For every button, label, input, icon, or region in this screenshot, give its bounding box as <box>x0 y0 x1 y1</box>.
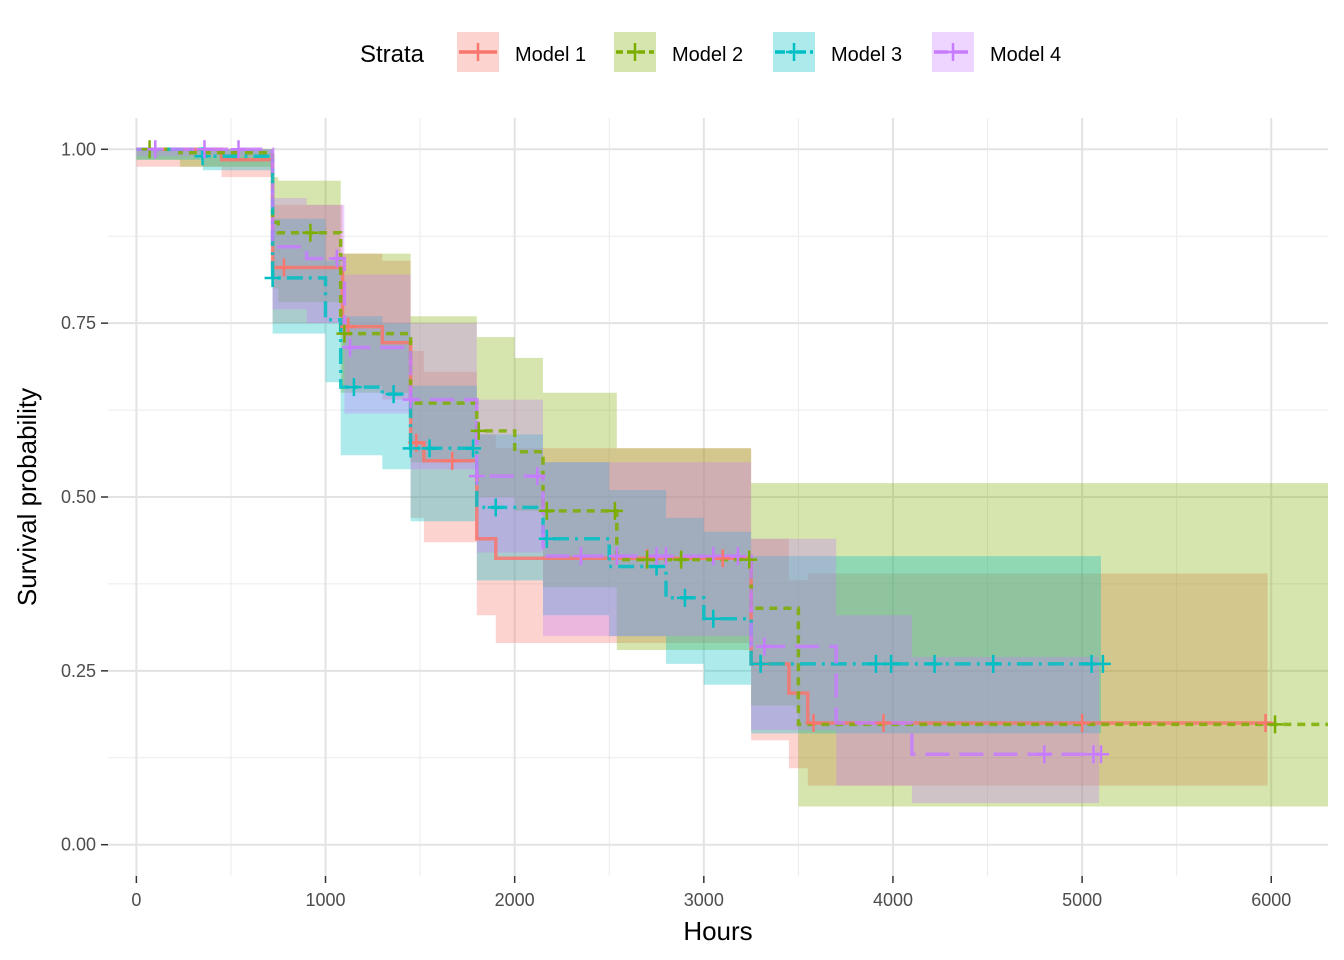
axes: 0 1000 2000 3000 4000 5000 6000 0.00 0.25 0.50 0.7… <box>61 139 1291 910</box>
censor-mark <box>741 550 758 569</box>
censor-mark <box>465 439 482 458</box>
censor-mark <box>1267 715 1284 734</box>
x-tick-label: 0 <box>131 890 141 910</box>
legend-label: Model 4 <box>990 44 1061 66</box>
censor-mark <box>342 338 359 357</box>
censor-mark <box>275 258 292 277</box>
x-tick-label: 5000 <box>1062 890 1102 910</box>
ci-band-model-2 <box>136 149 1328 807</box>
censor-mark <box>639 550 656 569</box>
censor-mark <box>1257 714 1274 733</box>
censor-mark <box>1036 745 1053 764</box>
legend-key-mark <box>786 43 802 61</box>
censor-mark <box>752 654 769 673</box>
censor-mark <box>385 385 402 404</box>
censor-mark <box>926 654 943 673</box>
censor-mark <box>468 467 485 486</box>
censor-mark <box>673 550 690 569</box>
censor-mark <box>196 140 213 159</box>
censor-mark <box>336 324 353 343</box>
censor-mark <box>1094 654 1111 673</box>
censor-mark <box>572 547 589 566</box>
censor-mark <box>805 714 822 733</box>
censor-mark <box>538 529 555 548</box>
x-axis-title: Hours <box>683 916 752 946</box>
censor-mark <box>470 421 487 440</box>
ci-band-model-1 <box>136 149 1268 786</box>
curve-model-4 <box>136 147 1101 757</box>
censor-mark <box>1093 745 1110 764</box>
censor-mark <box>402 439 419 458</box>
censor-mark <box>676 588 693 607</box>
censor-mark <box>529 467 546 486</box>
censor-mark <box>302 223 319 242</box>
censor-mark <box>264 268 281 287</box>
y-tick-label: 1.00 <box>61 139 96 159</box>
censor-mark <box>402 390 419 409</box>
censor-mark <box>883 654 900 673</box>
ci-band-model-4 <box>136 149 1100 804</box>
curve-model-1 <box>136 147 1272 725</box>
legend-label: Model 2 <box>672 44 743 66</box>
y-tick-label: 0.50 <box>61 487 96 507</box>
legend: Strata Model 1 Model 2 Model 3 Model 4 <box>360 32 1061 72</box>
censor-mark <box>714 549 731 568</box>
censor-mark <box>1074 714 1091 733</box>
x-tick-label: 2000 <box>495 890 535 910</box>
censor-marks <box>141 140 1284 764</box>
censor-mark <box>444 451 461 470</box>
y-tick-label: 0.25 <box>61 661 96 681</box>
legend-key-mark <box>945 43 961 61</box>
censor-mark <box>230 140 247 159</box>
censor-mark <box>705 609 722 628</box>
y-tick-label: 0.00 <box>61 835 96 855</box>
plot-area <box>108 118 1328 876</box>
x-tick-label: 6000 <box>1251 890 1291 910</box>
censor-mark <box>729 547 746 566</box>
censor-mark <box>875 714 892 733</box>
censor-mark <box>487 498 504 517</box>
ci-band-model-3 <box>136 149 1101 734</box>
censor-mark <box>705 547 722 566</box>
censor-mark <box>328 249 345 268</box>
x-tick-label: 4000 <box>873 890 913 910</box>
confidence-bands <box>136 149 1328 807</box>
y-axis-title: Survival probability <box>12 388 42 606</box>
legend-title: Strata <box>360 41 425 68</box>
censor-mark <box>421 439 438 458</box>
x-tick-label: 1000 <box>305 890 345 910</box>
censor-mark <box>147 140 164 159</box>
legend-key-mark <box>627 43 643 61</box>
survival-curves <box>136 147 1328 757</box>
x-tick-label: 3000 <box>684 890 724 910</box>
legend-label: Model 1 <box>515 44 586 66</box>
censor-mark <box>538 501 555 520</box>
legend-label: Model 3 <box>831 44 902 66</box>
censor-mark <box>985 654 1002 673</box>
y-tick-label: 0.75 <box>61 313 96 333</box>
censor-mark <box>606 501 623 520</box>
censor-mark <box>867 654 884 673</box>
censor-mark <box>657 547 674 566</box>
censor-mark <box>345 378 362 397</box>
censor-mark <box>608 547 625 566</box>
legend-key-mark <box>470 43 486 61</box>
censor-mark <box>756 637 773 656</box>
grid-lines <box>108 118 1328 876</box>
